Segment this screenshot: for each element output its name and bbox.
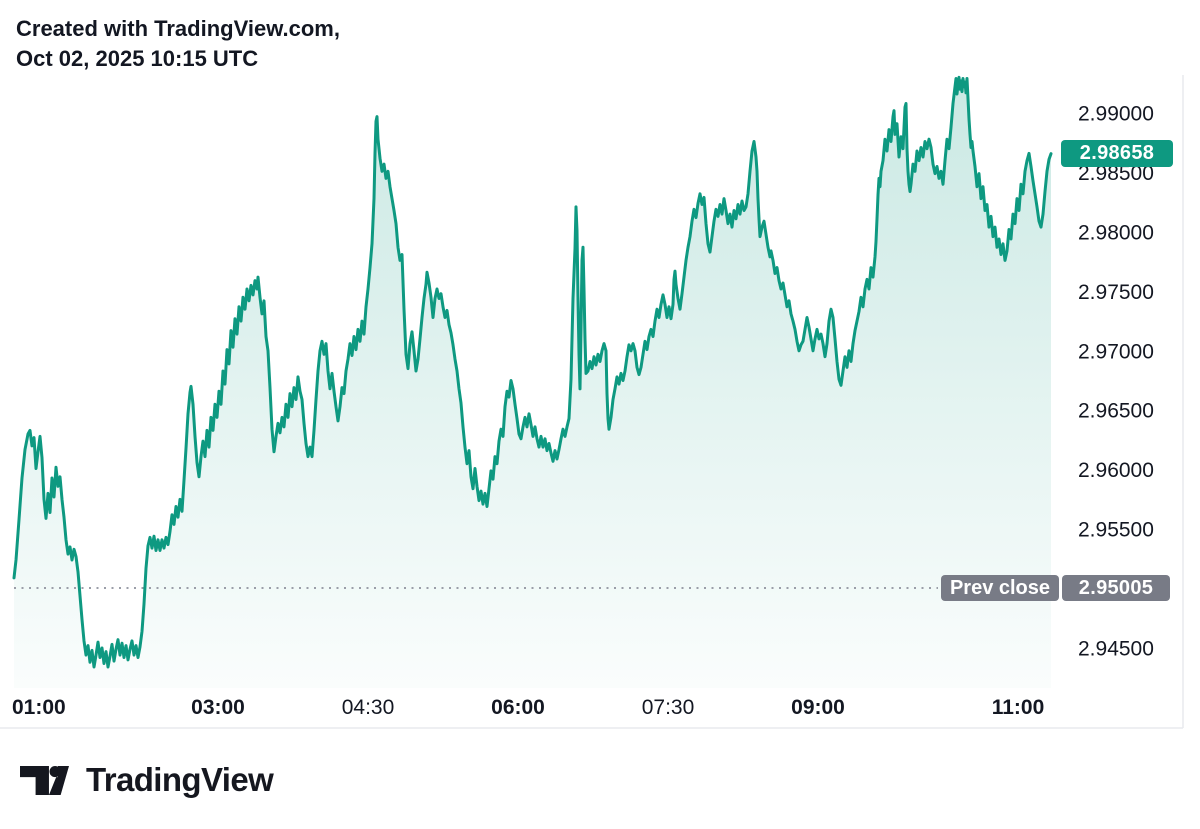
y-axis-label: 2.98500 (1078, 162, 1154, 185)
prev-close-value-badge: 2.95005 (1062, 575, 1170, 601)
y-axis-label: 2.96000 (1078, 459, 1154, 482)
x-axis-label: 04:30 (342, 696, 395, 719)
last-price-badge: 2.98658 (1061, 140, 1173, 167)
last-price-value: 2.98658 (1079, 142, 1155, 164)
tradingview-logomark-icon (20, 765, 69, 795)
attribution: Created with TradingView.com, Oct 02, 20… (16, 14, 340, 74)
price-area-fill (14, 77, 1051, 689)
prev-close-label: Prev close (949, 576, 1051, 599)
x-axis-label: 06:00 (491, 696, 545, 719)
time-axis[interactable]: 01:00 03:00 04:30 06:00 07:30 09:00 11:00 (12, 696, 1044, 719)
y-axis-label: 2.96500 (1078, 400, 1154, 423)
y-axis-label: 2.98000 (1078, 221, 1154, 244)
attribution-line1: Created with TradingView.com, (16, 16, 340, 41)
tradingview-wordmark: TradingView (86, 761, 274, 798)
price-axis[interactable]: 2.99000 2.98500 2.98000 2.97500 2.97000 2.965… (1078, 103, 1154, 661)
x-axis-label: 09:00 (791, 696, 845, 719)
y-axis-label: 2.95500 (1078, 519, 1154, 542)
y-axis-label: 2.94500 (1078, 638, 1154, 661)
price-line (12, 75, 1053, 669)
tradingview-logo[interactable]: TradingView (20, 761, 274, 799)
y-axis-label: 2.99000 (1078, 103, 1154, 126)
x-axis-label: 11:00 (992, 696, 1045, 719)
x-axis-label: 03:00 (191, 696, 245, 719)
attribution-line2: Oct 02, 2025 10:15 UTC (16, 46, 259, 71)
x-axis-label: 07:30 (642, 696, 695, 719)
y-axis-label: 2.97500 (1078, 281, 1154, 304)
x-axis-label: 01:00 (12, 696, 66, 719)
prev-close-badge: Prev close (941, 575, 1059, 601)
y-axis-label: 2.97000 (1078, 340, 1154, 363)
prev-close-value: 2.95005 (1078, 576, 1154, 599)
